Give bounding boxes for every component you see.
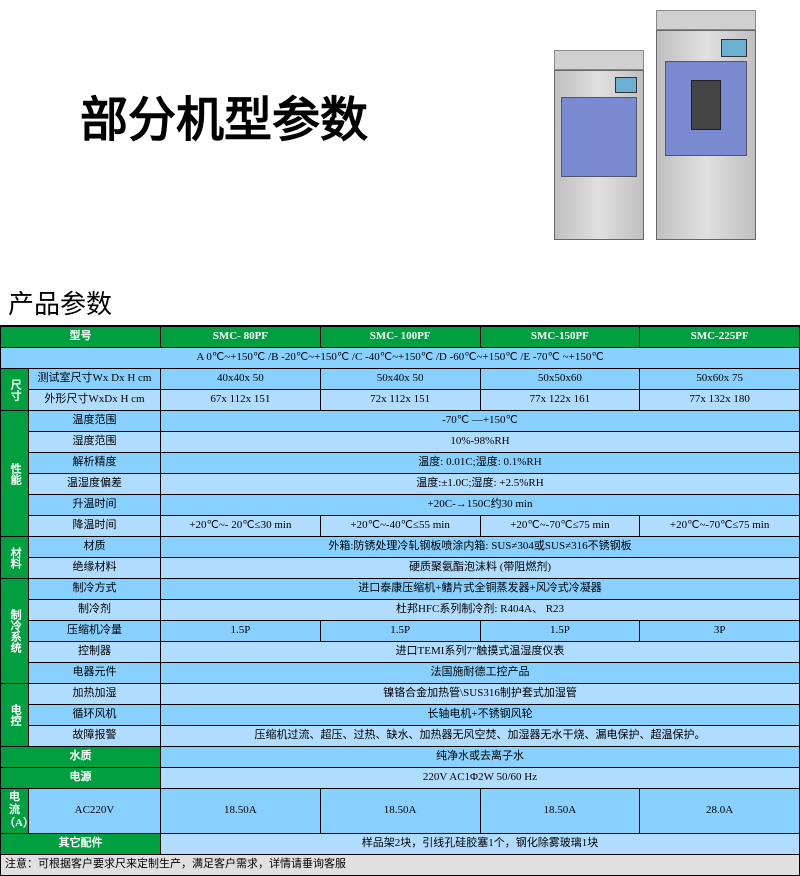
table-cell: 测试室尺寸Wx Dx H cm <box>29 369 161 390</box>
table-cell: 法国施耐德工控产品 <box>161 663 800 684</box>
table-cell: 故障报警 <box>29 726 161 747</box>
table-cell: 升温时间 <box>29 495 161 516</box>
table-cell: 型号 <box>1 327 161 348</box>
table-cell: 50x40x 50 <box>320 369 480 390</box>
table-cell: 电流（A） <box>1 789 29 834</box>
table-cell: 28.0A <box>640 789 800 834</box>
table-cell: 进口TEMI系列7"触摸式温湿度仪表 <box>161 642 800 663</box>
table-cell: 1.5P <box>320 621 480 642</box>
table-cell: 加热加湿 <box>29 684 161 705</box>
spec-table: 型号SMC- 80PFSMC- 100PFSMC-150PFSMC-225PFA… <box>0 326 800 876</box>
note-row: 注意：可根据客户要求尺来定制生产，满足客户需求，详情请垂询客服 <box>1 854 800 875</box>
table-cell: 绝缘材料 <box>29 558 161 579</box>
category-cell: 尺寸 <box>1 369 29 411</box>
category-cell: 制冷系统 <box>1 579 29 684</box>
table-cell: 18.50A <box>480 789 640 834</box>
table-cell: 循环风机 <box>29 705 161 726</box>
table-cell: 进口泰康压缩机+鳍片式全铜蒸发器+风冷式冷凝器 <box>161 579 800 600</box>
table-cell: 材质 <box>29 537 161 558</box>
table-cell: 制冷剂 <box>29 600 161 621</box>
table-cell: 220V AC1Φ2W 50/60 Hz <box>161 768 800 789</box>
table-cell: +20C-→150C约30 min <box>161 495 800 516</box>
table-cell: 温度范围 <box>29 411 161 432</box>
category-cell: 材料 <box>1 537 29 579</box>
table-cell: 降温时间 <box>29 516 161 537</box>
table-cell: 50x60x 75 <box>640 369 800 390</box>
table-cell: 电源 <box>1 768 161 789</box>
table-cell: 温度: 0.01C;湿度: 0.1%RH <box>161 453 800 474</box>
page-title: 部分机型参数 <box>80 80 368 150</box>
table-cell: 压缩机冷量 <box>29 621 161 642</box>
table-cell: 杜邦HFC系列制冷剂: R404A、 R23 <box>161 600 800 621</box>
table-cell: 电器元件 <box>29 663 161 684</box>
table-cell: 注意：可根据客户要求尺来定制生产，满足客户需求，详情请垂询客服 <box>1 854 800 875</box>
table-cell: 长轴电机+不锈钢风轮 <box>161 705 800 726</box>
header-region: 部分机型参数 <box>0 0 800 280</box>
table-cell: 其它配件 <box>1 833 161 854</box>
table-cell: 77x 132x 180 <box>640 390 800 411</box>
table-cell: 水质 <box>1 747 161 768</box>
table-cell: 温度:±1.0C;湿度: +2.5%RH <box>161 474 800 495</box>
table-cell: 18.50A <box>161 789 321 834</box>
table-cell: 40x40x 50 <box>161 369 321 390</box>
table-cell: A 0℃~+150℃ /B -20℃~+150℃ /C -40℃~+150℃ /… <box>1 348 800 369</box>
table-cell: +20℃~- 20℃≤30 min <box>161 516 321 537</box>
table-cell: 硬质聚氨酯泡沫料 (带阻燃剂) <box>161 558 800 579</box>
table-cell: 外形尺寸WxDx H cm <box>29 390 161 411</box>
table-cell: 外箱:防锈处理冷轧钢板喷涂内箱: SUS≠304或SUS≠316不锈钢板 <box>161 537 800 558</box>
table-cell: 解析精度 <box>29 453 161 474</box>
table-cell: 制冷方式 <box>29 579 161 600</box>
table-cell: 1.5P <box>161 621 321 642</box>
table-cell: 温湿度偏差 <box>29 474 161 495</box>
table-cell: 72x 112x 151 <box>320 390 480 411</box>
table-cell: SMC- 100PF <box>320 327 480 348</box>
table-cell: +20℃~-40℃≤55 min <box>320 516 480 537</box>
table-cell: SMC-150PF <box>480 327 640 348</box>
category-cell: 电控 <box>1 684 29 747</box>
table-cell: 18.50A <box>320 789 480 834</box>
table-cell: AC220V <box>29 789 161 834</box>
table-cell: 50x50x60 <box>480 369 640 390</box>
table-cell: 湿度范围 <box>29 432 161 453</box>
table-cell: +20℃~-70℃≤75 min <box>480 516 640 537</box>
table-cell: 1.5P <box>480 621 640 642</box>
table-cell: 10%-98%RH <box>161 432 800 453</box>
table-cell: SMC-225PF <box>640 327 800 348</box>
table-cell: +20℃~-70℃≤75 min <box>640 516 800 537</box>
table-cell: 3P <box>640 621 800 642</box>
table-cell: 压缩机过流、超压、过热、缺水、加热器无风空焚、加湿器无水干烧、漏电保护、超温保护… <box>161 726 800 747</box>
table-cell: 镍铬合金加热管\SUS316制护套式加湿管 <box>161 684 800 705</box>
table-cell: 77x 122x 161 <box>480 390 640 411</box>
table-cell: 67x 112x 151 <box>161 390 321 411</box>
category-cell: 性能 <box>1 411 29 537</box>
table-cell: 样品架2块，引线孔硅胶塞1个，钢化除雾玻璃1块 <box>161 833 800 854</box>
machine-illustration <box>550 10 760 240</box>
section-title: 产品参数 <box>0 280 800 326</box>
table-cell: 控制器 <box>29 642 161 663</box>
table-cell: SMC- 80PF <box>161 327 321 348</box>
table-cell: 纯净水或去离子水 <box>161 747 800 768</box>
table-cell: -70℃ —+150℃ <box>161 411 800 432</box>
